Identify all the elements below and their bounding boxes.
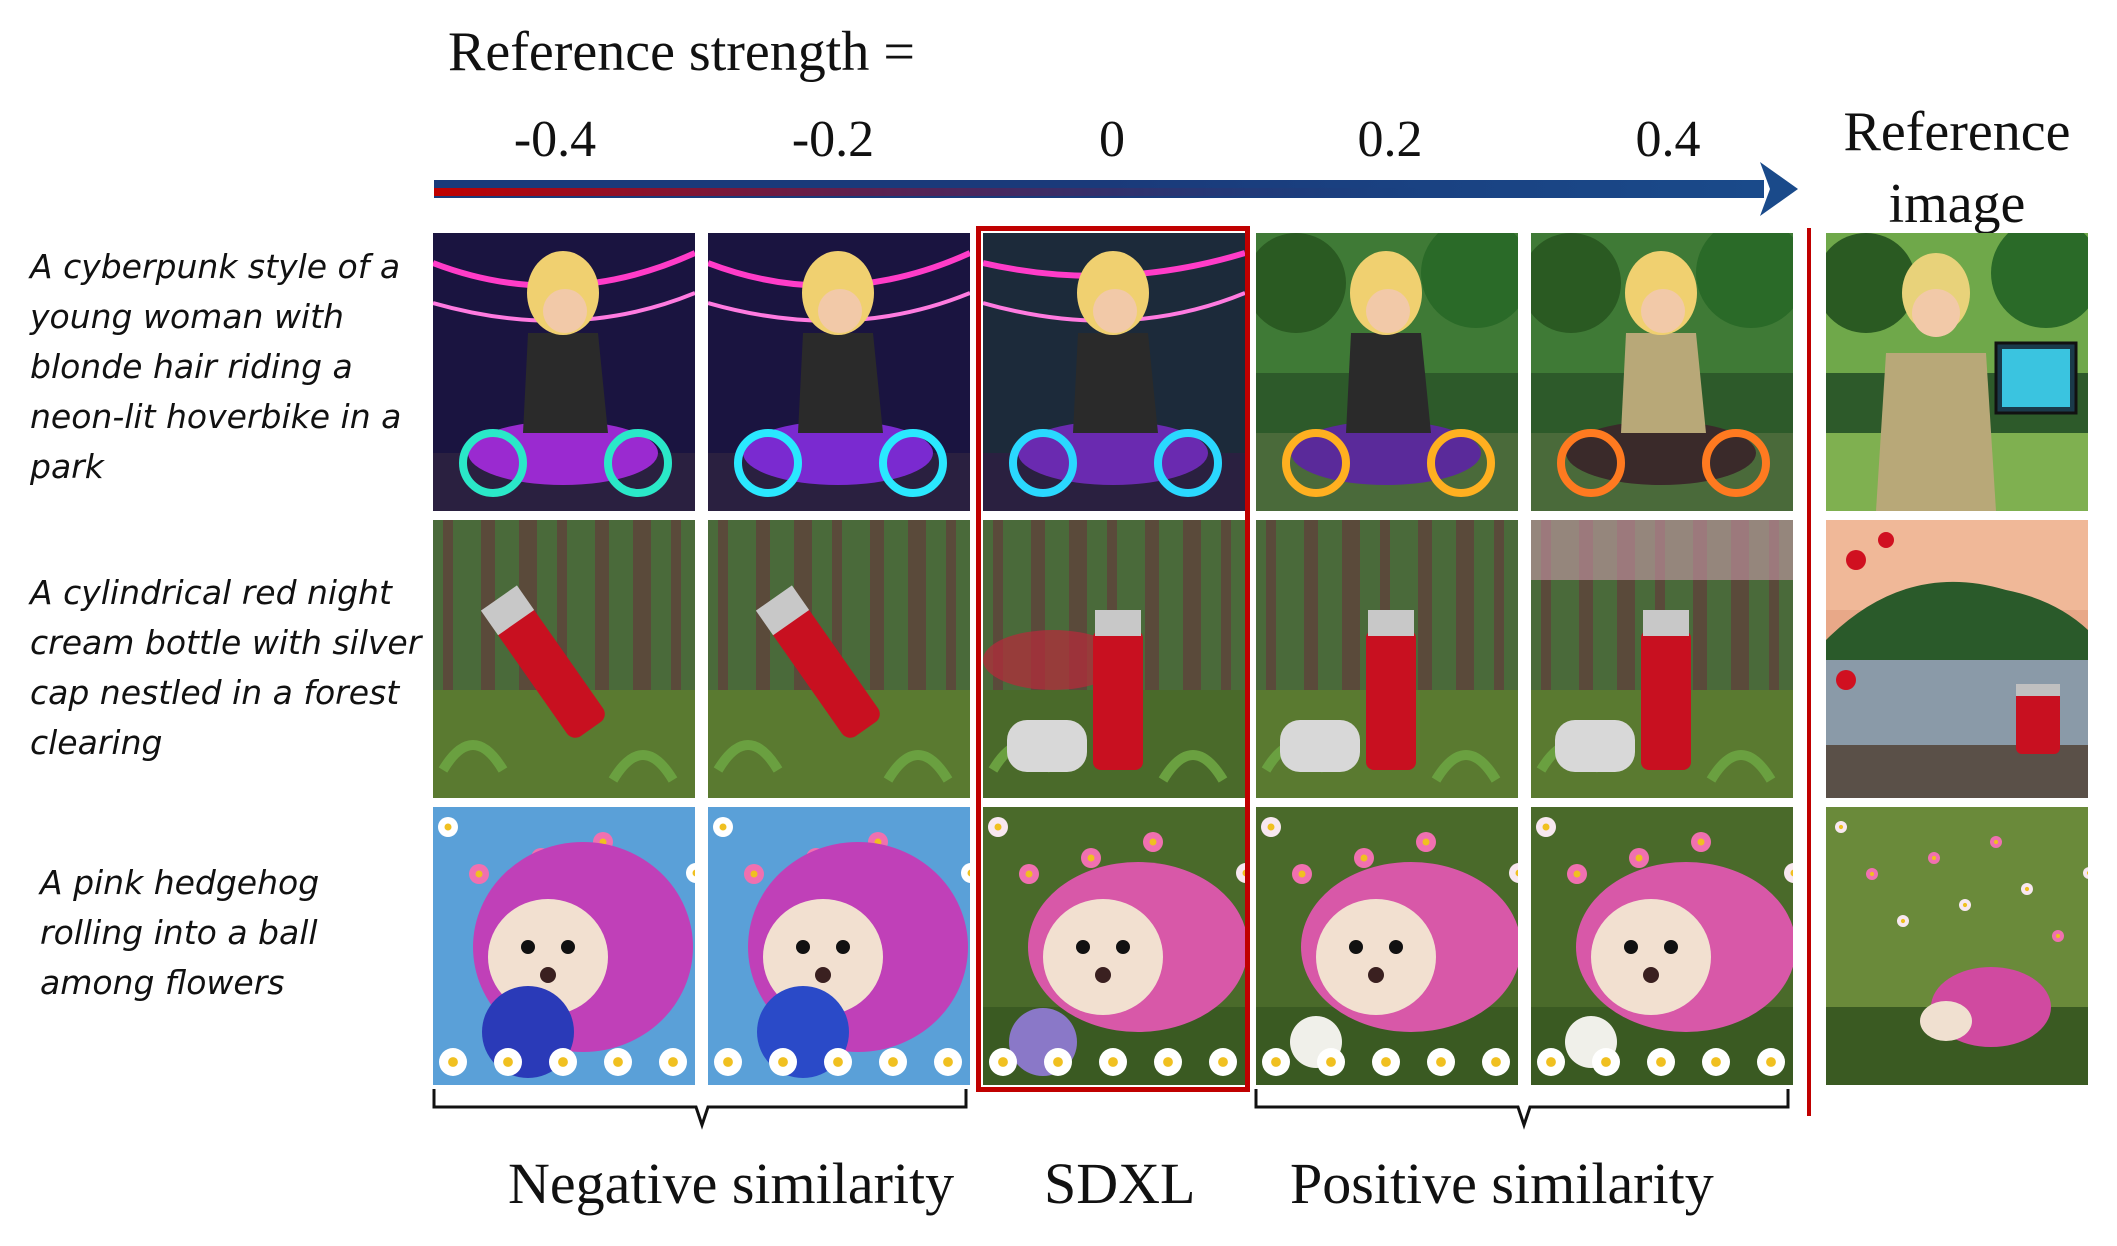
negative-similarity-label: Negative similarity bbox=[508, 1151, 955, 1216]
sdxl-highlight-box bbox=[976, 226, 1250, 1092]
image-1-pos04 bbox=[1531, 233, 1793, 511]
strength-label-zero: 0 bbox=[1099, 111, 1125, 168]
image-1-zero bbox=[983, 233, 1245, 511]
image-2-zero bbox=[983, 520, 1245, 798]
positive-similarity-label: Positive similarity bbox=[1290, 1151, 1714, 1216]
strength-label-neg04: -0.4 bbox=[513, 111, 597, 168]
image-1-reference bbox=[1826, 233, 2088, 511]
row-label-bottle: A cylindrical red night cream bottle wit… bbox=[30, 573, 422, 762]
image-3-neg02 bbox=[708, 807, 970, 1085]
strength-label-pos04: 0.4 bbox=[1635, 111, 1701, 168]
image-1-neg02 bbox=[708, 233, 970, 511]
image-1-neg04 bbox=[433, 233, 695, 511]
image-2-pos02 bbox=[1256, 520, 1518, 798]
image-1-pos02 bbox=[1256, 233, 1518, 511]
reference-image-label: Reference image bbox=[1843, 101, 2071, 235]
figure-title: Reference strength = bbox=[448, 21, 915, 83]
row-label-cyberpunk: A cyberpunk style of a young woman with … bbox=[30, 247, 402, 486]
image-3-pos04 bbox=[1531, 807, 1793, 1085]
row-label-hedgehog: A pink hedgehog rolling into a ball amon… bbox=[40, 863, 320, 1002]
negative-brace bbox=[432, 1089, 968, 1130]
image-2-reference bbox=[1826, 520, 2088, 798]
strength-label-neg02: -0.2 bbox=[791, 111, 875, 168]
strength-label-pos02: 0.2 bbox=[1357, 111, 1423, 168]
positive-brace bbox=[1254, 1089, 1790, 1130]
image-3-neg04 bbox=[433, 807, 695, 1085]
image-3-pos02 bbox=[1256, 807, 1518, 1085]
reference-divider bbox=[1807, 228, 1811, 1116]
strength-arrow bbox=[434, 162, 1798, 216]
image-2-neg04 bbox=[433, 520, 695, 798]
image-3-reference bbox=[1826, 807, 2088, 1085]
image-3-zero bbox=[983, 807, 1245, 1085]
image-2-pos04 bbox=[1531, 520, 1793, 798]
sdxl-label: SDXL bbox=[1044, 1151, 1196, 1216]
image-2-neg02 bbox=[708, 520, 970, 798]
